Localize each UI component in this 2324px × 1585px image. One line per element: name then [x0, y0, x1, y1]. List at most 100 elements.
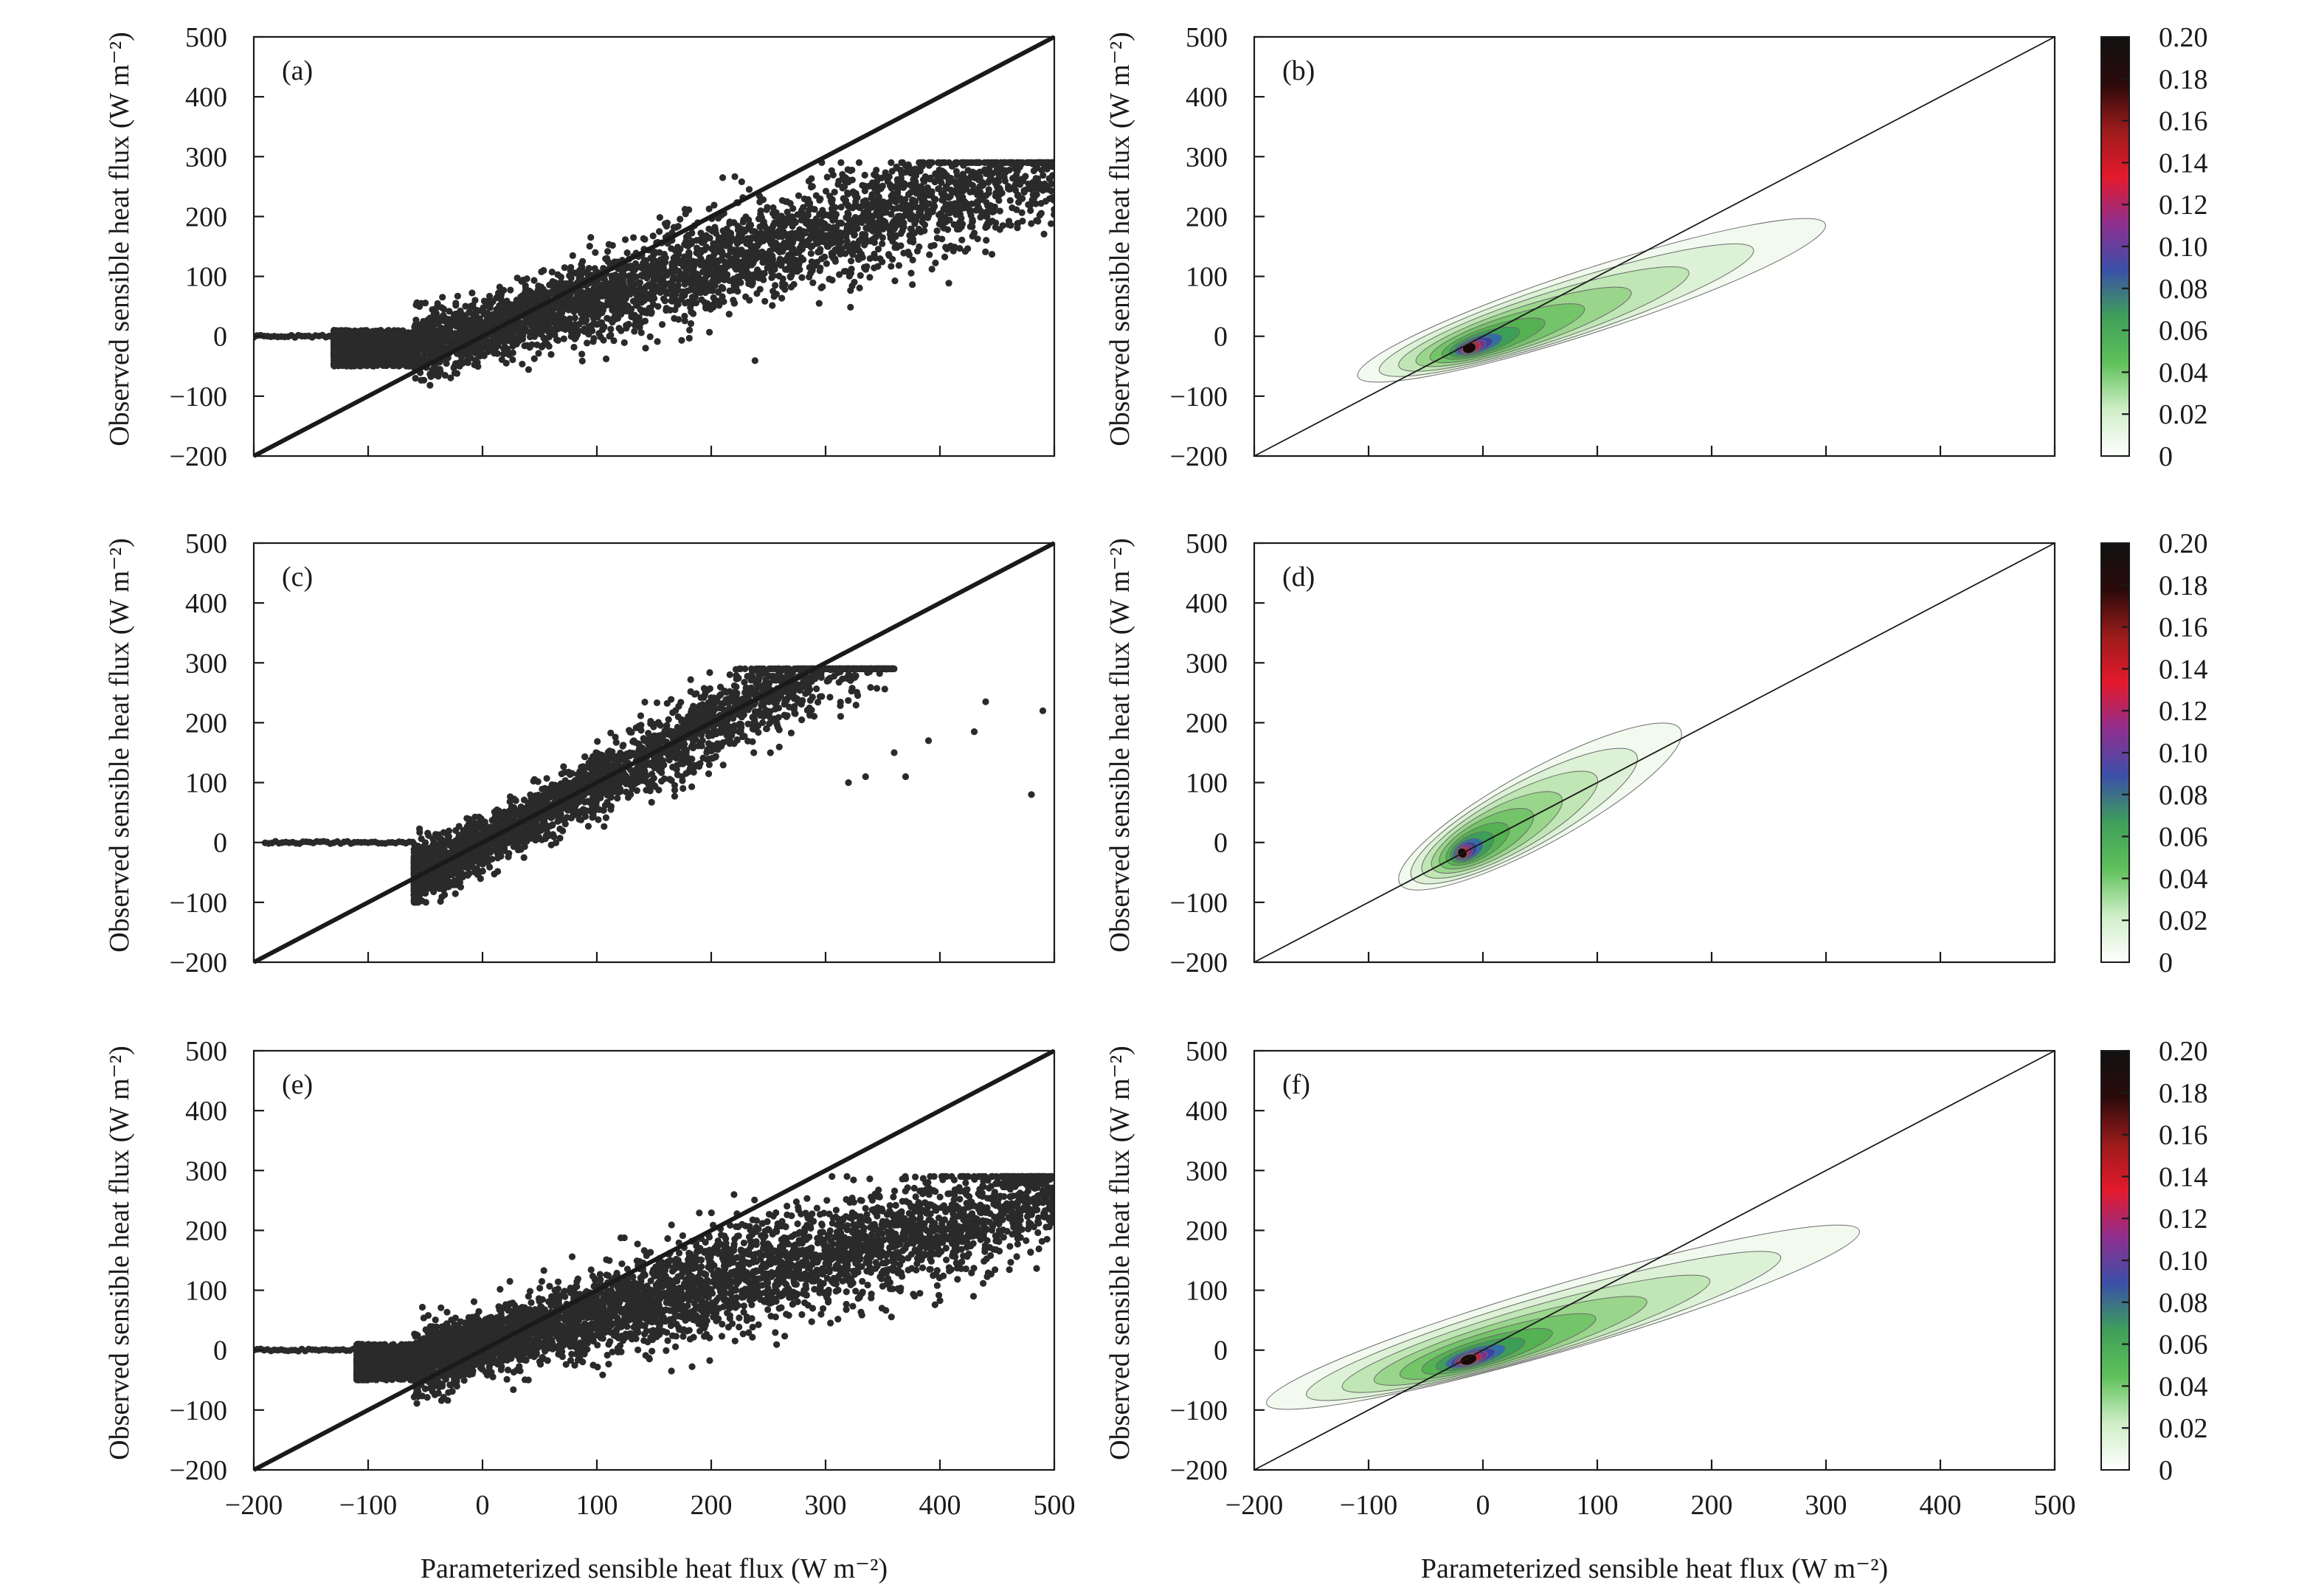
scatter-point — [677, 215, 684, 223]
scatter-point — [761, 297, 769, 305]
scatter-point — [966, 174, 973, 182]
scatter-point — [770, 204, 777, 212]
scatter-point — [768, 274, 775, 281]
scatter-point — [895, 262, 903, 269]
scatter-point — [849, 188, 857, 196]
scatter-point — [598, 309, 606, 317]
scatter-point — [418, 340, 426, 348]
scatter-point — [440, 334, 448, 342]
scatter-point — [649, 279, 656, 286]
scatter-point — [764, 234, 772, 242]
scatter-point — [722, 242, 730, 249]
scatter-point — [346, 346, 354, 353]
scatter-point — [694, 271, 702, 278]
scatter-point — [618, 311, 625, 318]
scatter-point — [403, 362, 410, 370]
scatter-point — [756, 269, 764, 277]
scatter-point — [879, 234, 886, 241]
scatter-point — [426, 325, 433, 332]
colorbar-tick-label: 0.20 — [2159, 22, 2208, 53]
scatter-point — [893, 176, 901, 183]
density-contours — [1357, 218, 1826, 383]
scatter-point — [708, 258, 715, 266]
scatter-point — [964, 204, 971, 212]
scatter-point — [622, 305, 629, 312]
y-tick-label: −100 — [170, 381, 227, 412]
scatter-point — [951, 187, 959, 196]
scatter-point — [719, 293, 726, 300]
scatter-point — [845, 210, 852, 218]
scatter-point — [1027, 207, 1034, 215]
scatter-point — [838, 245, 845, 252]
colorbar-tick-label: 0.02 — [2159, 399, 2208, 430]
scatter-point — [678, 336, 685, 344]
scatter-point — [557, 273, 565, 281]
y-tick-label: 200 — [185, 201, 227, 232]
scatter-point — [938, 235, 946, 243]
y-tick-label: 0 — [1214, 322, 1228, 353]
scatter-point — [1018, 209, 1026, 216]
scatter-point — [535, 350, 542, 357]
plot-frame — [1253, 35, 2056, 457]
scatter-point — [730, 281, 738, 289]
scatter-point — [554, 336, 561, 344]
scatter-point — [687, 320, 695, 328]
scatter-point — [748, 261, 755, 269]
scatter-point — [736, 227, 743, 234]
scatter-point — [821, 253, 829, 260]
scatter-point — [933, 227, 941, 235]
scatter-point — [772, 209, 780, 216]
scatter-point — [939, 196, 947, 203]
scatter-point — [646, 267, 654, 274]
scatter-point — [830, 205, 837, 213]
scatter-point — [685, 334, 693, 342]
scatter-point — [646, 333, 654, 340]
scatter-point — [670, 224, 678, 231]
scatter-point — [739, 218, 747, 226]
scatter-point — [903, 209, 911, 216]
scatter-point — [871, 171, 878, 179]
scatter-point — [1026, 159, 1034, 166]
scatter-point — [788, 220, 795, 227]
scatter-point — [705, 328, 713, 336]
scatter-point — [600, 336, 607, 344]
scatter-point — [583, 269, 590, 277]
one-to-one-line — [252, 35, 1056, 458]
scatter-point — [583, 311, 590, 319]
scatter-point — [913, 187, 920, 195]
scatter-point — [336, 344, 344, 351]
scatter-point — [916, 243, 923, 251]
scatter-point — [885, 251, 893, 258]
scatter-point — [946, 216, 953, 224]
scatter-point — [1040, 230, 1048, 238]
scatter-point — [648, 798, 655, 806]
scatter-point — [977, 213, 984, 221]
scatter-point — [489, 297, 497, 305]
scatter-point — [626, 289, 633, 296]
y-tick-label: 500 — [1186, 22, 1228, 53]
scatter-point — [930, 196, 938, 203]
scatter-point — [792, 232, 800, 240]
scatter-point — [627, 262, 634, 270]
scatter-point — [331, 348, 338, 356]
scatter-point — [568, 296, 575, 303]
scatter-point — [902, 162, 909, 169]
scatter-point — [607, 729, 615, 736]
scatter-point — [472, 316, 480, 323]
scatter-point — [823, 173, 831, 181]
scatter-point — [685, 249, 693, 256]
scatter-point — [781, 286, 789, 293]
scatter-point — [964, 167, 972, 174]
scatter-point — [907, 226, 916, 233]
scatter-point — [654, 285, 662, 292]
scatter-point — [623, 325, 630, 332]
scatter-point — [778, 294, 786, 302]
scatter-point — [681, 312, 688, 320]
scatter-point — [847, 269, 855, 277]
scatter-point — [809, 265, 816, 272]
scatter-point — [909, 256, 916, 264]
scatter-point — [915, 225, 923, 232]
scatter-point — [960, 159, 968, 166]
scatter-point — [873, 178, 881, 185]
